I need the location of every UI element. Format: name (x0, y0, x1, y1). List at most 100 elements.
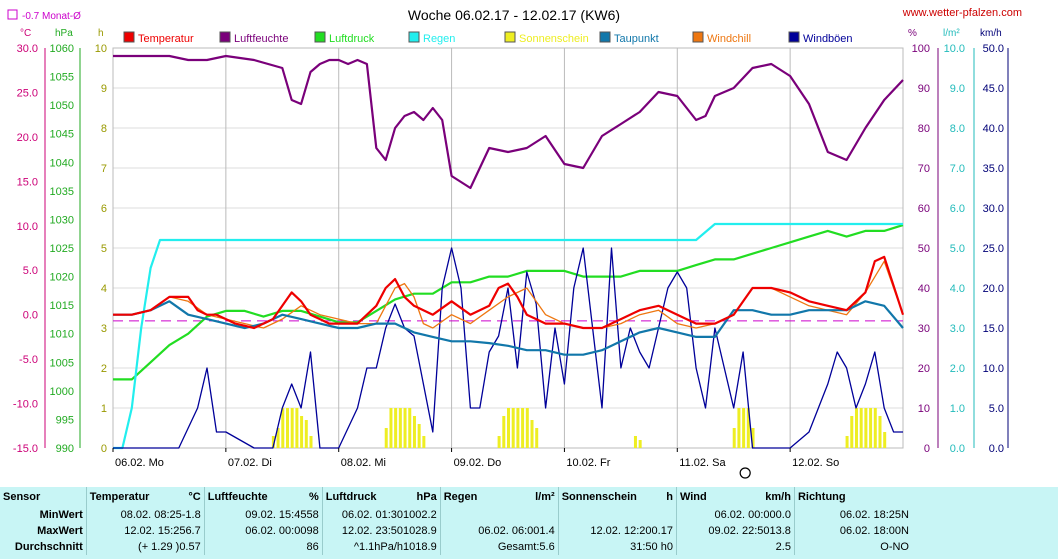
sunshine-bar (417, 424, 421, 448)
stats-cell: (+ 1.29 ) 0.57 (85, 539, 205, 555)
axis-tick-label: 10.0 (983, 363, 1004, 375)
axis-tick-label: 5.0 (989, 403, 1004, 415)
axis-tick-label: 50.0 (983, 43, 1004, 55)
axis-tick-label: 45.0 (983, 83, 1004, 95)
current-time-marker-icon (739, 467, 751, 479)
series-line-temperatur (113, 255, 905, 330)
series-line-luftfeuchte (113, 54, 904, 190)
stats-panel: Sensor Temperatur °C Luftfeuchte% Luftdruck h… (0, 487, 1058, 559)
monthly-avg-label: -0.7 Monat-Ø (22, 11, 81, 22)
axis-tick-label: 1035 (50, 186, 74, 198)
legend-label: Windchill (707, 33, 751, 45)
axis-tick-label: 9.0 (950, 83, 965, 95)
sunshine-bar (742, 408, 746, 448)
stats-cell (557, 507, 677, 523)
weather-chart: Woche 06.02.17 - 12.02.17 (KW6) www.wett… (7, 7, 1022, 479)
axis-tick-label: 1005 (50, 357, 74, 369)
axis-tick-label: 1000 (50, 386, 74, 398)
sunshine-bar (300, 416, 304, 448)
axis-tick-label: 15.0 (983, 323, 1004, 335)
axis-tick-label: 1050 (50, 100, 74, 112)
stats-header-3: Luftdruck hPa (321, 487, 441, 507)
axis-tick-label: 70 (918, 163, 930, 175)
sunshine-bar (412, 416, 416, 448)
stats-cell: 2.5 (675, 539, 795, 555)
axis-tick-label: 3 (101, 323, 107, 335)
sunshine-bar (497, 436, 501, 448)
stats-cell: 06.02. 06:00 1.4 (439, 523, 559, 539)
axis-tick-label: 20.0 (17, 132, 38, 144)
stats-cell: ^1.1hPa/h 1018.9 (321, 539, 441, 555)
axis-tick-label: 30 (918, 323, 930, 335)
stats-cell: 08.02. 08:25 -1.8 (85, 507, 205, 523)
sunshine-bar (295, 408, 299, 448)
axis-tick-label: -15.0 (13, 443, 38, 455)
sunshine-bar (398, 408, 402, 448)
legend-label: Luftfeuchte (234, 33, 288, 45)
axis-tick-label: 6.0 (950, 203, 965, 215)
stats-header-7: Richtung (793, 487, 912, 507)
stats-cell: 09.02. 22:50 13.8 (675, 523, 795, 539)
stats-header-1: Temperatur °C (85, 487, 205, 507)
sunshine-bar (394, 408, 398, 448)
stats-cell: 06.02. 01:30 1002.2 (321, 507, 441, 523)
stats-header-4: Regen l/m² (439, 487, 559, 507)
axis-tick-label: 10.0 (944, 43, 965, 55)
day-label: 12.02. So (792, 457, 839, 469)
stats-header-0: Sensor (3, 491, 41, 503)
stats-row-label: MaxWert (37, 525, 83, 537)
axis-tick-label: 1015 (50, 300, 74, 312)
sunshine-bar (850, 416, 854, 448)
sunshine-bar (389, 408, 393, 448)
sunshine-bar (633, 436, 637, 448)
axis-tick-label: 1055 (50, 72, 74, 84)
axis-tick-label: -5.0 (19, 354, 38, 366)
axis-unit-label: km/h (980, 28, 1002, 39)
axis-tick-label: 1010 (50, 329, 74, 341)
axis-tick-label: 10 (95, 43, 107, 55)
axis-tick-label: 1030 (50, 214, 74, 226)
axis-tick-label: 5.0 (950, 243, 965, 255)
sunshine-bar (290, 408, 294, 448)
axis-unit-label: h (98, 28, 104, 39)
sunshine-bar (845, 436, 849, 448)
axis-tick-label: 25.0 (17, 87, 38, 99)
sunshine-bar (751, 428, 755, 448)
axis-tick-label: 1.0 (950, 403, 965, 415)
stats-cell: 06.02. 18:25 N (793, 507, 912, 523)
sunshine-bar (854, 408, 858, 448)
stats-row-label: Durchschnitt (14, 541, 83, 553)
sunshine-bar (530, 420, 534, 448)
series-line-taupunkt (113, 300, 904, 356)
axis-tick-label: 1045 (50, 129, 74, 141)
chart-title: Woche 06.02.17 - 12.02.17 (KW6) (408, 7, 620, 23)
sunshine-bar (883, 432, 887, 448)
legend-label: Luftdruck (329, 33, 375, 45)
stats-row: MinWert 08.02. 08:25 -1.8 09.02. 15:45 58 06.… (0, 507, 912, 523)
axis-tick-label: 30.0 (983, 203, 1004, 215)
legend-swatch (219, 31, 231, 43)
axis-tick-label: 0 (924, 443, 930, 455)
legend-label: Sonnenschein (519, 33, 589, 45)
sunshine-bar (535, 428, 539, 448)
stats-cell: 06.02. 18:00 N (793, 523, 912, 539)
sunshine-bar (869, 408, 873, 448)
sunshine-bar (281, 408, 285, 448)
series-line-windböen (113, 247, 903, 449)
site-link[interactable]: www.wetter-pfalzen.com (902, 7, 1022, 19)
axis-tick-label: 40.0 (983, 123, 1004, 135)
axis-tick-label: 5 (101, 243, 107, 255)
stats-cell: 09.02. 15:45 58 (203, 507, 323, 523)
axis-tick-label: 990 (56, 443, 74, 455)
axis-tick-label: 6 (101, 203, 107, 215)
sunshine-bar (384, 428, 388, 448)
legend-swatch (788, 31, 800, 43)
axis-tick-label: 8 (101, 123, 107, 135)
axis-tick-label: 1025 (50, 243, 74, 255)
stats-cell: 06.02. 00:00 0.0 (675, 507, 795, 523)
sunshine-bar (276, 428, 280, 448)
day-label: 10.02. Fr (566, 457, 610, 469)
sunshine-bar (304, 420, 308, 448)
sunshine-bar (746, 408, 750, 448)
